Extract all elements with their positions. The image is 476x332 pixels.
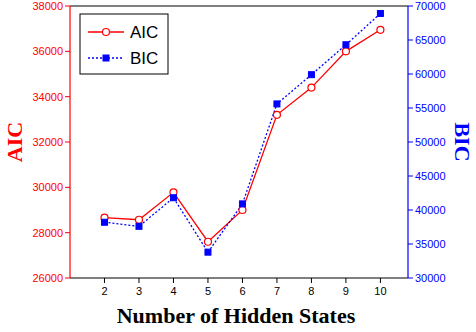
y2-tick — [408, 176, 413, 177]
y-tick — [65, 142, 70, 143]
y-tick — [65, 187, 70, 188]
y2-tick — [408, 74, 413, 75]
x-tick-label: 5 — [205, 285, 211, 297]
y2-tick-label: 60000 — [415, 68, 446, 80]
x-tick-label: 7 — [274, 285, 280, 297]
y2-tick — [408, 210, 413, 211]
x-tick-label: 9 — [343, 285, 349, 297]
y2-tick — [408, 6, 413, 7]
x-tick — [207, 278, 208, 283]
frame-top — [70, 5, 408, 6]
point — [308, 72, 314, 78]
x-tick-label: 2 — [101, 285, 107, 297]
y2-tick-label: 30000 — [415, 272, 446, 284]
point — [136, 223, 142, 229]
y2-tick — [408, 278, 413, 279]
y-axis-title: AIC — [2, 122, 27, 162]
x-tick — [380, 278, 381, 283]
legend-label: AIC — [130, 23, 158, 42]
point — [239, 207, 246, 214]
y-tick-label: 38000 — [32, 0, 63, 12]
series-line — [104, 30, 380, 242]
x-tick — [104, 278, 105, 283]
x-axis — [70, 277, 408, 278]
point — [205, 249, 211, 255]
point — [274, 101, 280, 107]
y-tick-label: 26000 — [32, 272, 63, 284]
y2-tick-label: 45000 — [415, 170, 446, 182]
point — [308, 84, 315, 91]
point — [377, 10, 383, 16]
y-tick — [65, 96, 70, 97]
y-tick-label: 32000 — [32, 136, 63, 148]
y-tick — [65, 6, 70, 7]
y2-tick-label: 40000 — [415, 204, 446, 216]
point — [239, 201, 245, 207]
x-tick-label: 10 — [374, 285, 386, 297]
y-tick — [65, 232, 70, 233]
y2-tick-label: 70000 — [415, 0, 446, 12]
y2-tick — [408, 108, 413, 109]
y2-tick-label: 55000 — [415, 102, 446, 114]
point — [343, 42, 349, 48]
y2-tick-label: 50000 — [415, 136, 446, 148]
legend-marker — [103, 29, 110, 36]
y-tick-label: 36000 — [32, 45, 63, 57]
legend-box — [80, 14, 168, 74]
x-tick — [345, 278, 346, 283]
point — [342, 48, 349, 55]
x-tick-label: 6 — [239, 285, 245, 297]
y-tick-label: 28000 — [32, 227, 63, 239]
y-tick — [65, 278, 70, 279]
y2-tick-label: 35000 — [415, 238, 446, 250]
x-tick-label: 4 — [170, 285, 176, 297]
legend-label: BIC — [130, 49, 158, 68]
y-tick-label: 34000 — [32, 91, 63, 103]
point — [204, 238, 211, 245]
y2-tick — [408, 244, 413, 245]
y-tick-label: 30000 — [32, 181, 63, 193]
point — [135, 216, 142, 223]
series-line — [104, 13, 380, 252]
x-tick — [138, 278, 139, 283]
x-tick — [276, 278, 277, 283]
x-tick — [242, 278, 243, 283]
legend: AIC BIC — [80, 14, 168, 74]
y2-tick — [408, 40, 413, 41]
point — [377, 26, 384, 33]
x-tick-label: 8 — [308, 285, 314, 297]
point — [273, 111, 280, 118]
x-axis-title: Number of Hidden States — [117, 303, 356, 328]
x-tick — [173, 278, 174, 283]
y2-tick — [408, 142, 413, 143]
y2-tick-label: 65000 — [415, 34, 446, 46]
x-tick — [311, 278, 312, 283]
x-tick-label: 3 — [136, 285, 142, 297]
y-tick — [65, 51, 70, 52]
legend-marker — [103, 55, 109, 61]
y2-axis-title: BIC — [450, 122, 475, 161]
point — [101, 219, 107, 225]
chart: 2 3 4 5 6 7 8 9 10 26000 28000 30000 32000 34000 36000… — [0, 0, 476, 332]
point — [170, 195, 176, 201]
